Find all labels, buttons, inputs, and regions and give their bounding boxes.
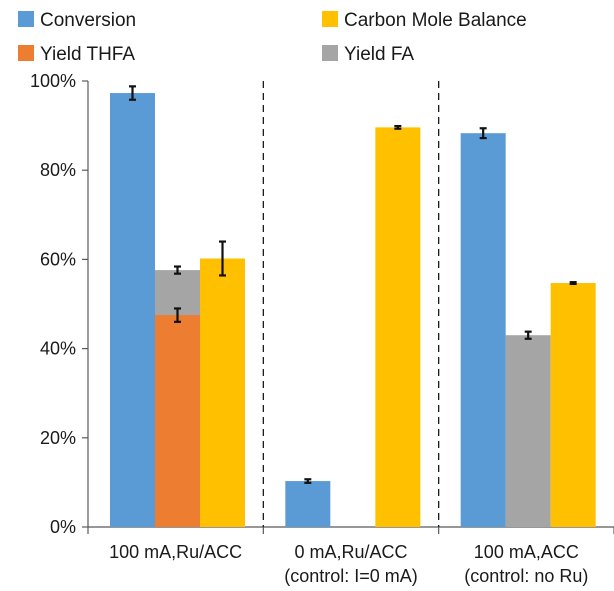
- legend-label-conversion: Conversion: [40, 10, 136, 31]
- y-tick-label: 100%: [30, 71, 76, 91]
- bar-yield-thfa-group-1: [155, 315, 200, 527]
- group-separators: [262, 81, 440, 527]
- category-label: 100 mA,ACC: [474, 542, 579, 562]
- bar-conversion-group-2: [285, 481, 331, 527]
- y-tick-label: 0%: [50, 517, 76, 537]
- category-label: 100 mA,Ru/ACC: [109, 542, 242, 562]
- bars: [110, 93, 596, 528]
- legend-label-yield-thfa: Yield THFA: [40, 44, 135, 65]
- error-bars: [129, 85, 577, 484]
- legend: Conversion Carbon Mole Balance Yield THFA Y…: [18, 10, 527, 65]
- bar-yield-fa-group-3: [505, 335, 551, 527]
- category-label: (control: I=0 mA): [284, 566, 418, 586]
- bar-conversion-group-3: [460, 133, 506, 527]
- legend-swatch-carbon-mole-balance: [322, 11, 338, 27]
- legend-label-yield-fa: Yield FA: [344, 44, 414, 65]
- legend-label-carbon-mole-balance: Carbon Mole Balance: [344, 10, 527, 31]
- bar-carbon-mole-balance-group-3: [550, 283, 596, 527]
- y-tick-label: 40%: [40, 339, 76, 359]
- legend-swatch-yield-fa: [322, 45, 338, 61]
- y-tick-label: 20%: [40, 428, 76, 448]
- category-label: 0 mA,Ru/ACC: [294, 542, 407, 562]
- bar-carbon-mole-balance-group-1: [200, 258, 245, 527]
- category-label: (control: no Ru): [464, 566, 588, 586]
- y-tick-label: 60%: [40, 249, 76, 269]
- bar-carbon-mole-balance-group-2: [375, 127, 421, 527]
- bar-conversion-group-1: [110, 93, 155, 528]
- y-tick-label: 80%: [40, 160, 76, 180]
- legend-swatch-yield-thfa: [18, 45, 34, 61]
- legend-swatch-conversion: [18, 11, 34, 27]
- category-labels: 100 mA,Ru/ACC 0 mA,Ru/ACC (control: I=0 mA…: [109, 542, 588, 586]
